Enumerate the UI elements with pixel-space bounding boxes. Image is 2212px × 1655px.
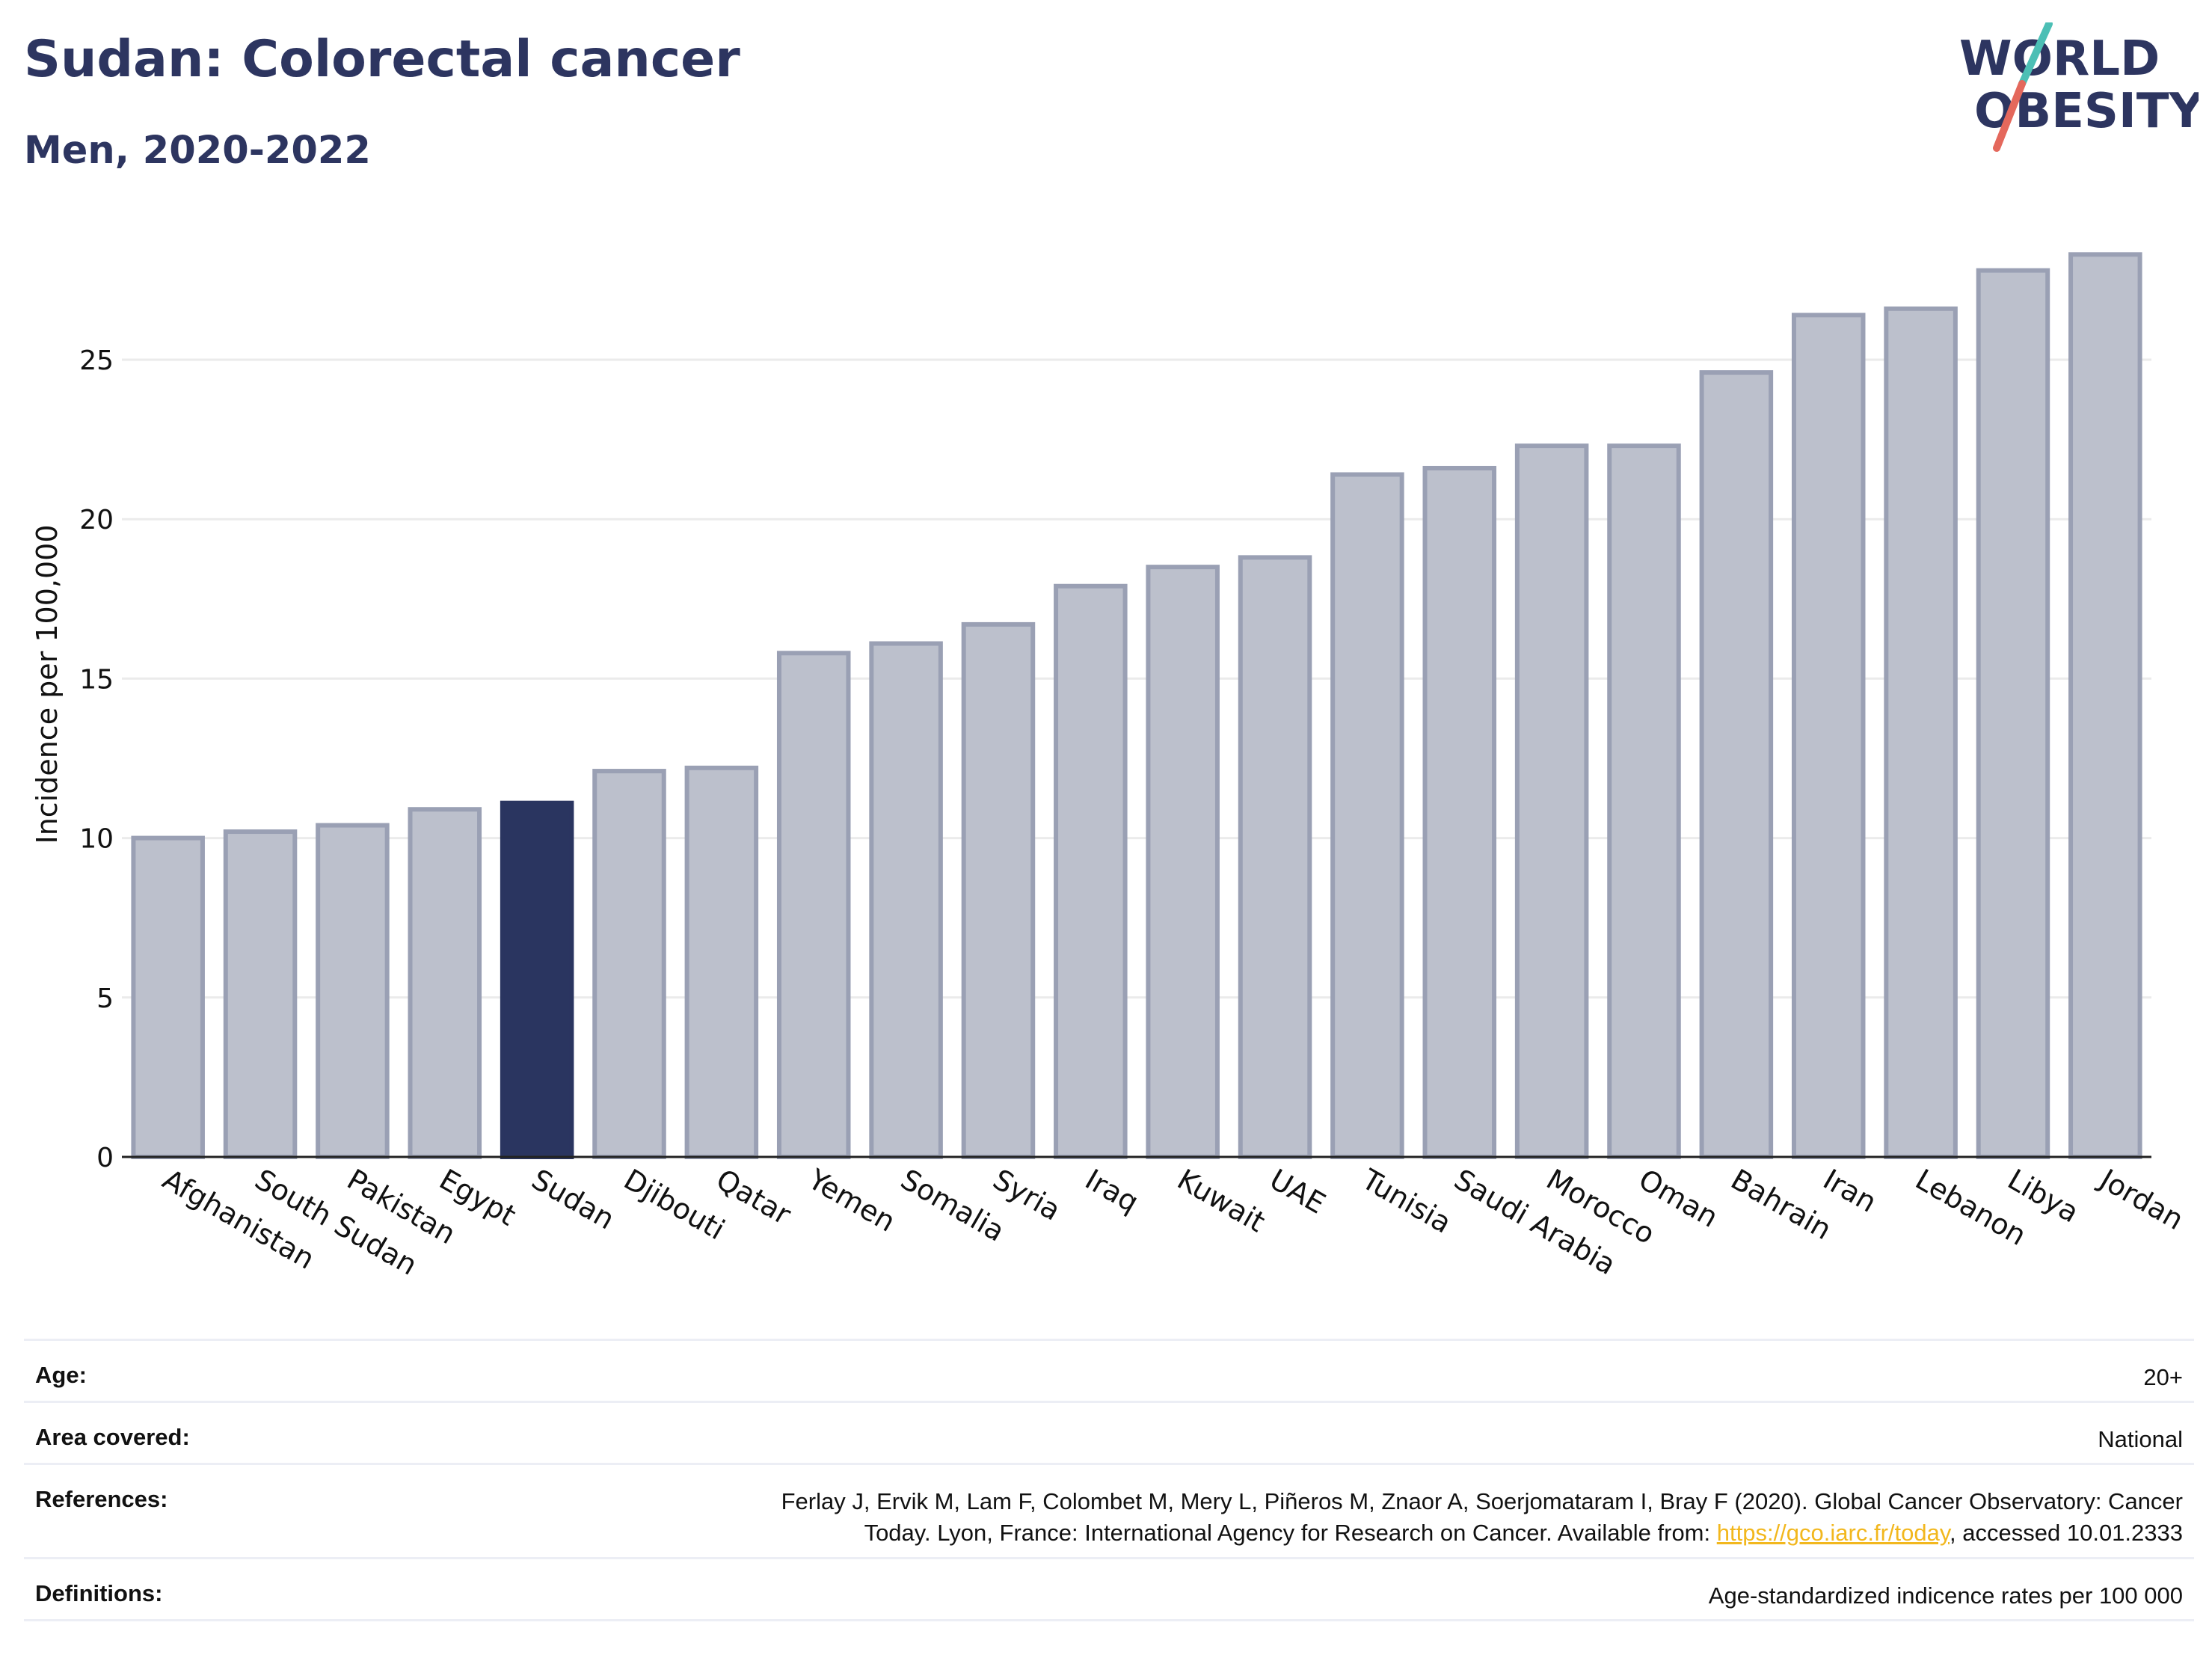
bar-egypt: [408, 807, 482, 1159]
x-tick-label: Yemen: [802, 1162, 901, 1238]
x-tick-label: Kuwait: [1172, 1163, 1271, 1239]
info-row-definitions: Definitions: Age-standardized indicence …: [24, 1557, 2194, 1621]
info-table: Age: 20+ Area covered: National Referenc…: [24, 1339, 2194, 1621]
y-tick-label: 0: [96, 1143, 114, 1173]
definitions-value: Age-standardized indicence rates per 100…: [1708, 1582, 2183, 1609]
x-tick-label: Sudan: [526, 1163, 621, 1236]
x-tick-label: Jordan: [2093, 1162, 2189, 1237]
x-tick-label: Iran: [1818, 1163, 1882, 1219]
references-value: Ferlay J, Ervik M, Lam F, Colombet M, Me…: [781, 1486, 2183, 1549]
bar-yemen: [776, 651, 851, 1159]
y-axis-label: Incidence per 100,000: [31, 524, 64, 844]
references-label: References:: [35, 1486, 168, 1512]
info-row-age: Age: 20+: [24, 1339, 2194, 1401]
x-tick-label: Bahrain: [1725, 1163, 1837, 1247]
references-line2-post: , accessed 10.01.2333: [1950, 1520, 2183, 1546]
references-line1: Ferlay J, Ervik M, Lam F, Colombet M, Me…: [781, 1488, 2183, 1514]
bar-syria: [961, 621, 1036, 1159]
bar-oman: [1607, 443, 1681, 1159]
bar-sudan: [500, 800, 574, 1160]
logo-line1: WORLD: [1959, 31, 2160, 87]
chart-subtitle: Men, 2020-2022: [24, 129, 371, 173]
bar-somalia: [869, 641, 943, 1159]
chart-title: Sudan: Colorectal cancer: [24, 30, 740, 89]
references-line2-pre: Today. Lyon, France: International Agenc…: [864, 1520, 1717, 1546]
age-label: Age:: [35, 1362, 87, 1388]
bar-iraq: [1054, 583, 1128, 1159]
bar-afghanistan: [131, 835, 205, 1159]
x-tick-label: Djibouti: [618, 1163, 731, 1247]
age-value: 20+: [2143, 1364, 2183, 1390]
y-tick-label: 20: [79, 505, 114, 535]
area-label: Area covered:: [35, 1424, 190, 1450]
bar-pakistan: [316, 823, 390, 1159]
y-tick-label: 10: [79, 824, 114, 855]
info-row-area: Area covered: National: [24, 1401, 2194, 1463]
bar-bahrain: [1699, 370, 1774, 1159]
bar-tunisia: [1330, 472, 1404, 1159]
bar-kuwait: [1146, 565, 1220, 1159]
definitions-label: Definitions:: [35, 1580, 163, 1606]
bar-lebanon: [1884, 306, 1958, 1159]
references-link[interactable]: https://gco.iarc.fr/today: [1716, 1520, 1950, 1546]
world-obesity-logo: WORLD OBESITY: [1959, 22, 2199, 152]
x-tick-label: Iraq: [1080, 1163, 1144, 1219]
x-tick-label: UAE: [1265, 1163, 1331, 1220]
area-value: National: [2098, 1426, 2183, 1452]
bar-saudi-arabia: [1422, 465, 1497, 1159]
x-tick-label: Somalia: [895, 1163, 1010, 1248]
logo-slash-teal: [2018, 22, 2053, 87]
info-row-references: References: Ferlay J, Ervik M, Lam F, Co…: [24, 1463, 2194, 1557]
bar-iran: [1791, 313, 1866, 1160]
bars: [131, 252, 2142, 1160]
y-tick-label: 5: [96, 983, 114, 1014]
bar-jordan: [2068, 252, 2142, 1160]
y-tick-labels: 0 5 10 15 20 25: [79, 346, 114, 1173]
bar-djibouti: [592, 769, 666, 1159]
bar-qatar: [684, 765, 759, 1159]
bar-uae: [1238, 555, 1312, 1159]
bar-libya: [1976, 268, 2050, 1159]
bar-morocco: [1514, 443, 1589, 1159]
logo-slash-coral: [1993, 80, 2026, 152]
bar-south-sudan: [223, 829, 298, 1160]
y-tick-label: 15: [79, 664, 114, 695]
y-tick-label: 25: [79, 346, 114, 376]
x-tick-label: Tunisia: [1356, 1162, 1457, 1240]
